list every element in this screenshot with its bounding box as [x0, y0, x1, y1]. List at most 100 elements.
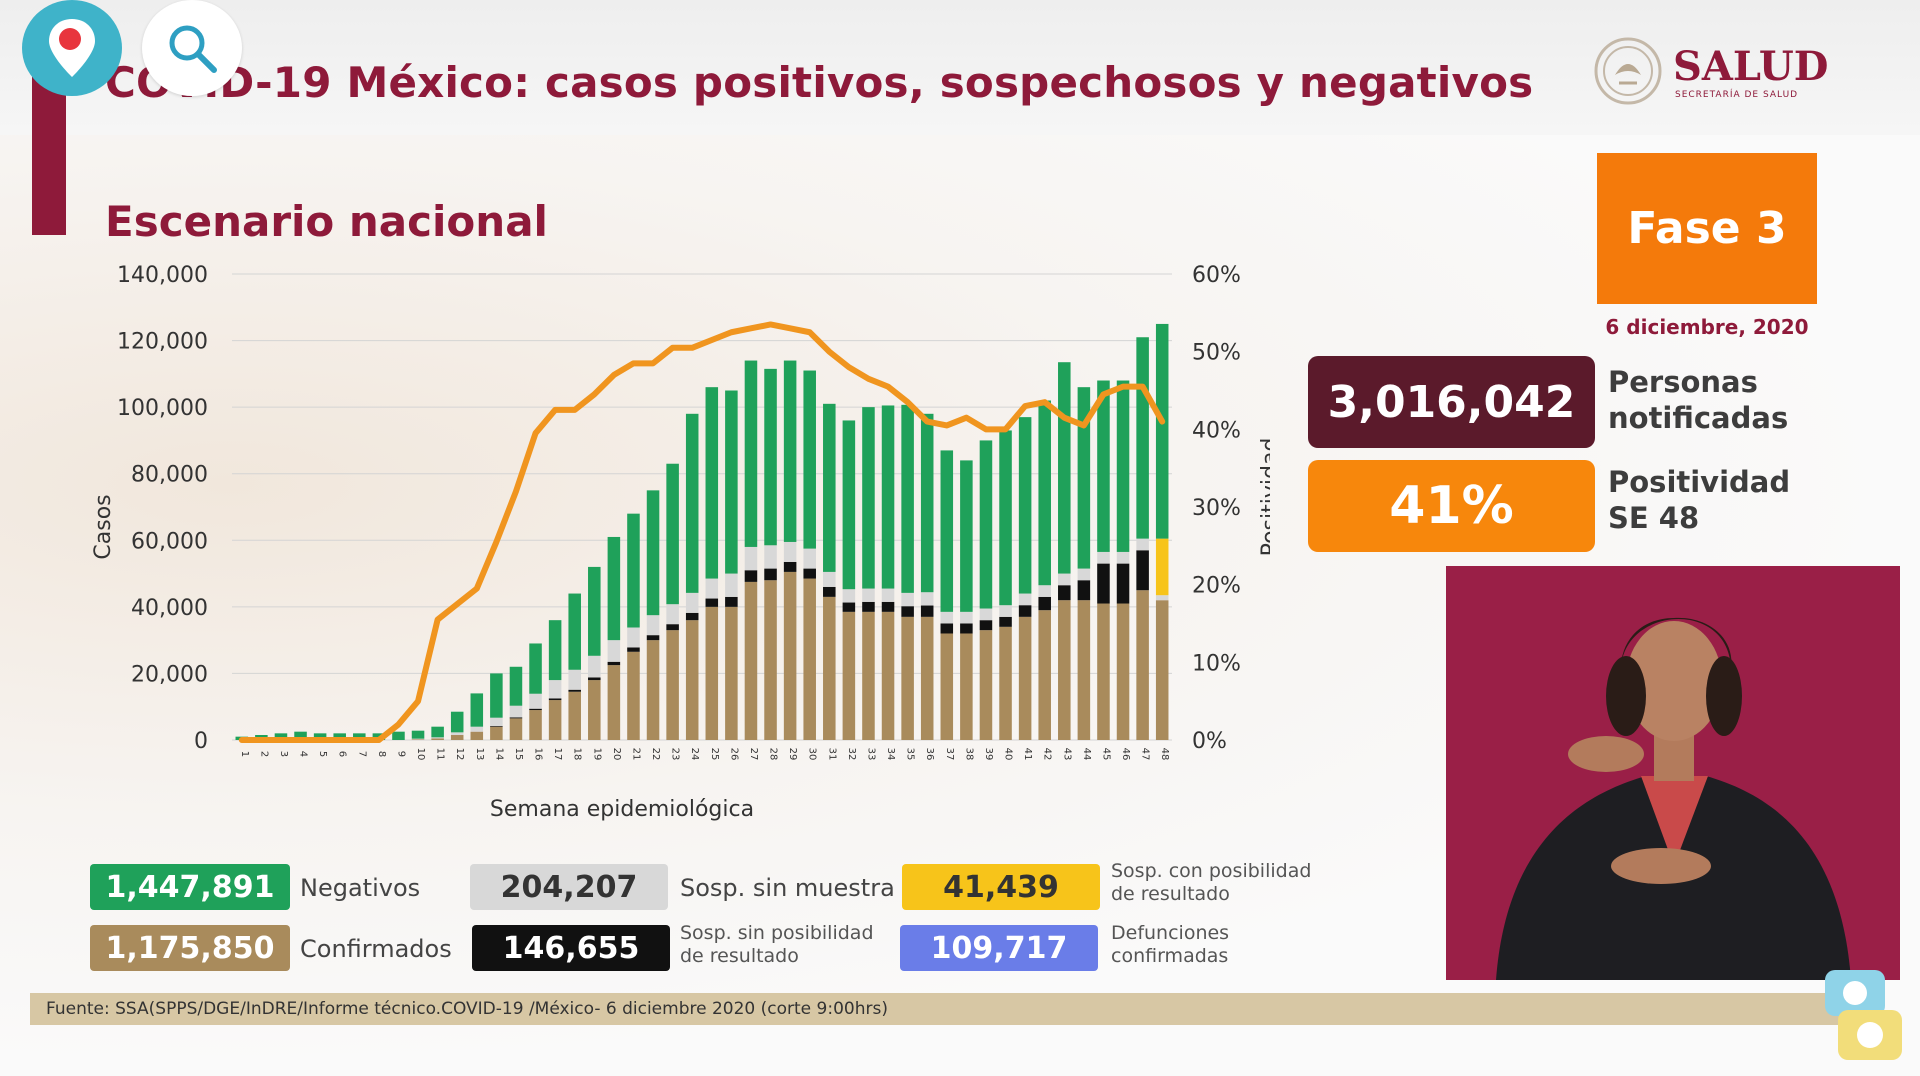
x-tick-label: 31 — [826, 748, 837, 761]
y2-tick-label: 10% — [1192, 651, 1241, 676]
bar-segment — [920, 592, 934, 606]
x-tick-label: 24 — [689, 748, 700, 761]
bar-segment — [685, 592, 699, 613]
x-tick-label: 35 — [905, 748, 916, 761]
x-tick-label: 11 — [435, 748, 446, 761]
eagle-emblem-icon — [1594, 37, 1662, 105]
positividad-value: 41% — [1308, 460, 1595, 552]
x-tick-label: 47 — [1140, 748, 1151, 761]
bar-segment — [1058, 362, 1071, 574]
bar-segment — [392, 731, 405, 740]
bar-segment — [607, 661, 621, 666]
x-tick-label: 23 — [670, 748, 681, 761]
bar-segment — [411, 730, 425, 739]
bar-segment — [1116, 551, 1130, 564]
bar-segment — [1136, 538, 1149, 551]
bar-segment — [529, 643, 542, 694]
bar-segment — [764, 368, 777, 546]
bar-segment — [411, 738, 425, 740]
bar-segment — [548, 700, 562, 740]
bar-segment — [1077, 600, 1091, 740]
bar-segment — [940, 611, 954, 624]
sin-posibilidad-line2: de resultado — [680, 945, 799, 967]
bar-segment — [1058, 600, 1071, 740]
bar-segment — [842, 611, 856, 740]
search-button[interactable] — [142, 0, 242, 96]
bar-segment — [783, 541, 797, 562]
bar-segment — [1116, 603, 1130, 740]
bar-segment — [1058, 585, 1071, 601]
bar-segment — [1038, 585, 1051, 597]
bar-segment — [1058, 573, 1071, 586]
x-tick-label: 36 — [924, 748, 935, 761]
bar-segment — [548, 620, 562, 681]
y-tick-label: 80,000 — [131, 463, 208, 488]
logo-subtext: SECRETARÍA DE SALUD — [1675, 90, 1799, 100]
bar-segment — [274, 733, 288, 740]
bar-segment — [1116, 563, 1130, 604]
bar-segment — [646, 635, 660, 641]
bar-segment — [920, 413, 934, 593]
bar-segment — [666, 463, 679, 605]
bar-segment — [1155, 595, 1169, 601]
bar-segment — [1097, 563, 1110, 604]
search-icon — [169, 25, 217, 73]
bar-segment — [548, 698, 562, 701]
bar-segment — [627, 513, 640, 628]
bar-segment — [920, 605, 934, 617]
bar-segment — [1038, 400, 1051, 586]
bar-segment — [1097, 380, 1110, 552]
y-axis-label: Casos — [91, 494, 116, 559]
bar-segment — [842, 420, 856, 590]
y-tick-label: 20,000 — [131, 662, 208, 687]
bar-segment — [842, 602, 856, 612]
y2-tick-label: 20% — [1192, 574, 1241, 599]
bar-segment — [1077, 387, 1091, 569]
bar-segment — [627, 627, 640, 648]
bar-segment — [881, 601, 895, 612]
location-button[interactable] — [22, 0, 122, 96]
x-tick-label: 40 — [1003, 748, 1014, 761]
x-tick-label: 28 — [768, 748, 779, 761]
x-tick-label: 8 — [376, 751, 387, 757]
bar-segment — [823, 586, 836, 597]
bar-segment — [529, 708, 542, 711]
legend-confirmados-label: Confirmados — [300, 935, 452, 963]
bar-segment — [509, 666, 523, 706]
x-tick-label: 9 — [395, 751, 406, 757]
bar-segment — [764, 545, 777, 569]
logo-text: SALUD — [1673, 43, 1829, 90]
legend-defunciones-label: Defunciones confirmadas — [1111, 922, 1229, 968]
x-tick-label: 44 — [1081, 748, 1092, 761]
bar-segment — [803, 548, 816, 569]
bar-segment — [999, 616, 1012, 627]
con-posibilidad-line2: de resultado — [1111, 883, 1230, 905]
legend-negativos-box: 1,447,891 — [90, 864, 290, 910]
y2-tick-label: 40% — [1192, 418, 1241, 443]
bar-segment — [411, 739, 425, 740]
bar-segment — [1038, 610, 1051, 740]
bar-segment — [744, 546, 758, 571]
source-text: Fuente: SSA(SPPS/DGE/InDRE/Informe técni… — [46, 999, 888, 1019]
x-tick-label: 22 — [650, 748, 661, 761]
bar-segment — [764, 580, 777, 740]
bar-segment — [470, 726, 484, 732]
bar-segment — [940, 450, 954, 612]
bar-segment — [685, 612, 699, 621]
bar-segment — [823, 571, 836, 587]
x-tick-label: 16 — [533, 748, 544, 761]
x-tick-label: 30 — [807, 748, 818, 761]
x-tick-label: 34 — [885, 748, 896, 761]
salud-logo: SALUD SECRETARÍA DE SALUD — [1593, 35, 1828, 115]
interpreter-figure — [1496, 617, 1851, 980]
bar-segment — [646, 490, 660, 616]
x-tick-label: 39 — [983, 748, 994, 761]
bar-segment — [783, 360, 797, 542]
bar-segment — [1155, 538, 1169, 596]
x-tick-label: 27 — [748, 748, 759, 761]
bar-segment — [862, 611, 875, 740]
bar-segment — [568, 669, 581, 690]
x-tick-label: 41 — [1022, 748, 1033, 761]
bar-segment — [862, 588, 875, 602]
